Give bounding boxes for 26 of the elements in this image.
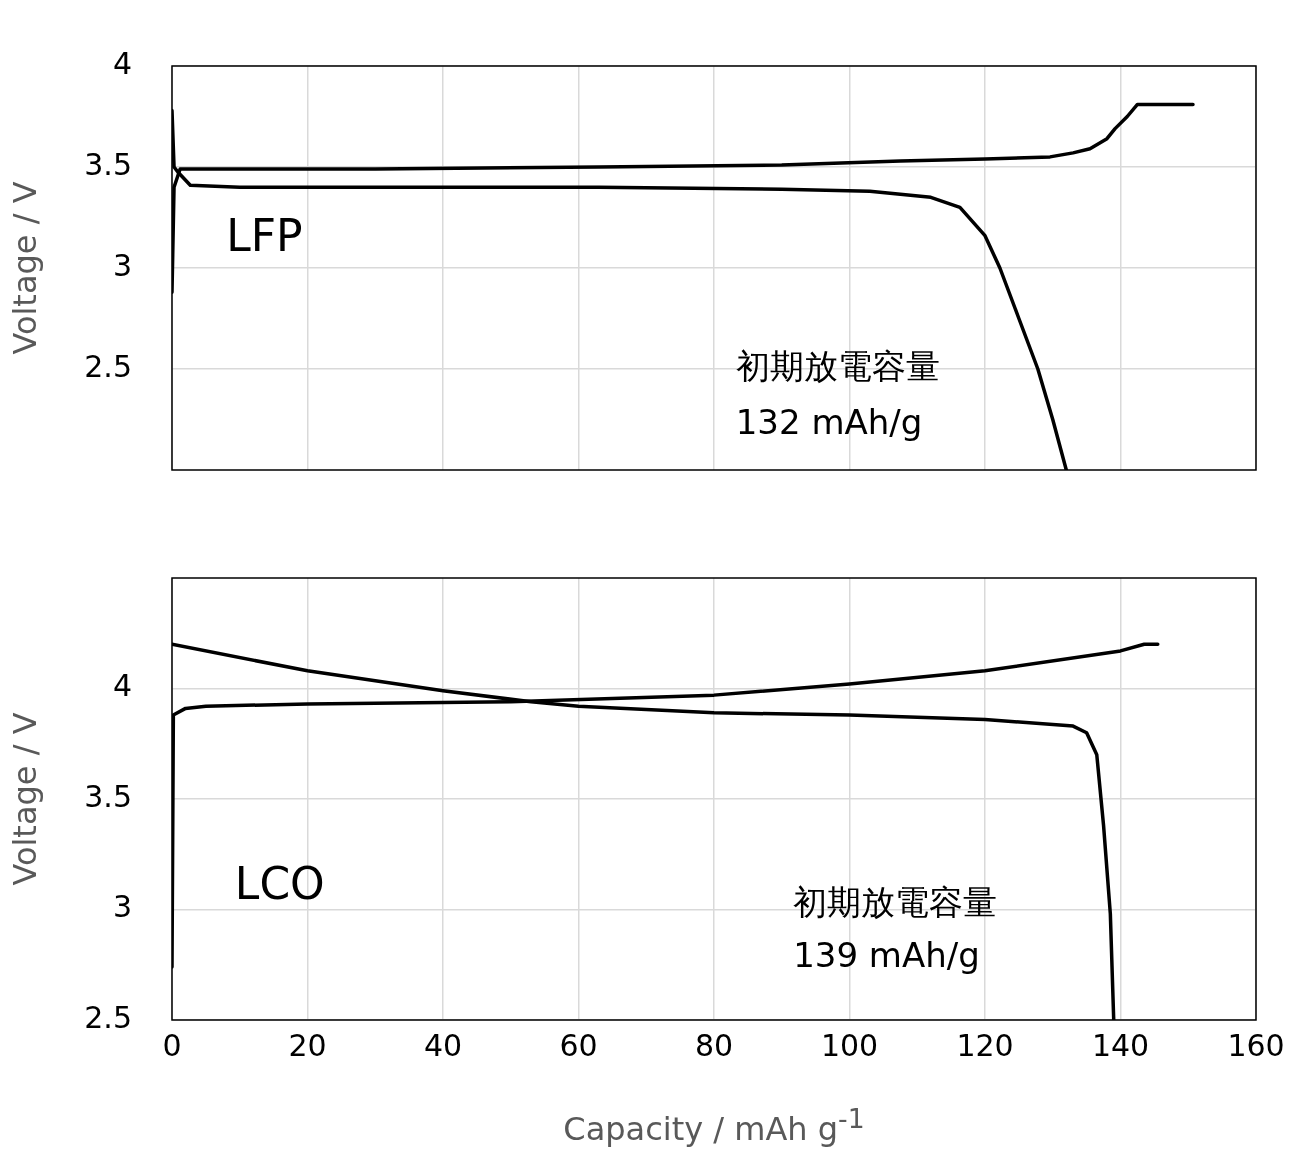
annotation: 139 mAh/g: [793, 934, 980, 975]
x-tick-label: 40: [423, 1027, 463, 1063]
y-tick-label: 4: [112, 668, 132, 704]
x-tick-label: 140: [1091, 1027, 1150, 1063]
x-tick-label: 20: [288, 1027, 327, 1063]
y-tick-label: 3.5: [84, 778, 132, 814]
x-tick-label: 120: [956, 1027, 1014, 1063]
x-tick-label: 100: [820, 1027, 879, 1063]
x-tick-label: 60: [559, 1027, 598, 1063]
annotation: 初期放電容量: [793, 881, 998, 922]
x-tick-label: 0: [162, 1027, 182, 1063]
x-axis-title: Capacity / mAh g$^{-1}$: [562, 1103, 866, 1148]
y-tick-label: 2.5: [84, 999, 132, 1035]
annotation: LFP: [226, 210, 303, 262]
annotation: 初期放電容量: [735, 345, 940, 386]
y-tick-label: 3: [112, 247, 132, 283]
annotation: LCO: [234, 857, 325, 909]
annotation: 132 mAh/g: [735, 402, 923, 443]
y-tick-label: 3: [112, 889, 132, 925]
y-tick-label: 3.5: [84, 146, 132, 182]
y-axis-title: Voltage / V: [5, 181, 44, 355]
x-tick-label: 160: [1227, 1027, 1285, 1063]
y-tick-label: 2.5: [84, 348, 132, 384]
y-tick-label: 4: [112, 45, 132, 81]
x-tick-label: 80: [694, 1027, 734, 1063]
y-axis-title: Voltage / V: [5, 712, 44, 886]
